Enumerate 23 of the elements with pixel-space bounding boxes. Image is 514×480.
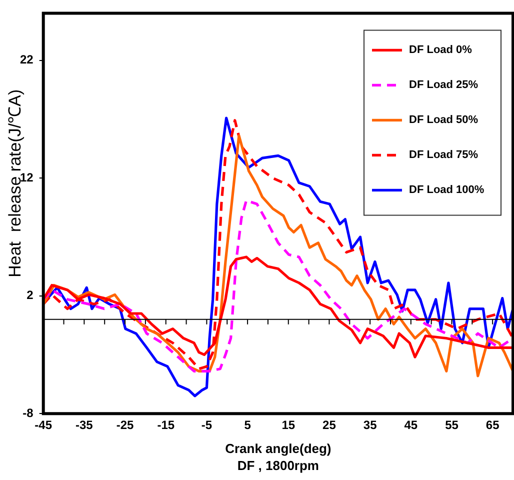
y-tick-label: -8 <box>22 406 34 420</box>
legend-label: DF Load 50% <box>409 114 478 126</box>
x-tick-label: 55 <box>445 418 459 432</box>
legend-label: DF Load 0% <box>409 44 472 56</box>
x-axis-title: Crank angle(deg) <box>225 441 332 456</box>
y-tick-label: 2 <box>26 288 34 302</box>
legend-label: DF Load 25% <box>409 79 478 92</box>
legend-label: DF Load 75% <box>409 149 478 162</box>
text: DF , 1800rpm <box>237 458 319 474</box>
x-tick-label: -35 <box>76 418 94 432</box>
x-tick-label: 35 <box>363 418 378 432</box>
x-tick-label: 45 <box>404 418 418 432</box>
x-tick-label: 25 <box>322 418 336 432</box>
x-tick-label: -45 <box>34 418 52 432</box>
y-tick-label: 12 <box>20 170 34 184</box>
x-tick-label: -15 <box>157 418 175 432</box>
x-tick-label: 5 <box>244 418 252 432</box>
y-tick-label: 22 <box>20 52 34 67</box>
x-tick-label: 15 <box>282 418 296 432</box>
x-tick-label: -25 <box>116 418 134 432</box>
legend-label: DF Load 100% <box>409 184 484 196</box>
x-tick-label: 65 <box>486 418 500 432</box>
x-tick-label: -5 <box>201 418 212 432</box>
